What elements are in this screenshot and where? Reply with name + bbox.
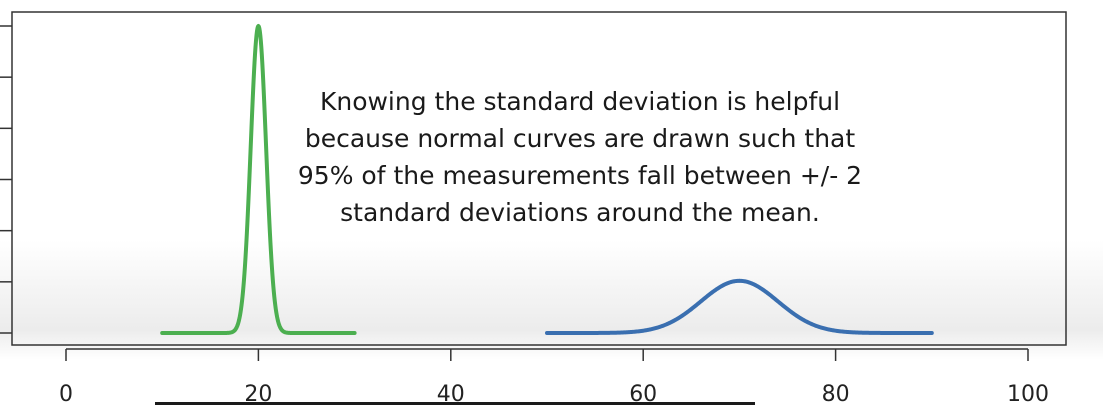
x-axis: 0 20 40 60 80 100 bbox=[59, 348, 1049, 406]
x-tick-label: 100 bbox=[1007, 382, 1049, 406]
annotation-line-1: Knowing the standard deviation is helpfu… bbox=[320, 87, 840, 116]
x-tick-label: 80 bbox=[822, 382, 850, 406]
x-tick-label: 0 bbox=[59, 382, 73, 406]
plot-frame bbox=[11, 11, 1067, 346]
y-axis-ticks bbox=[0, 25, 12, 334]
annotation-line-2: because normal curves are drawn such tha… bbox=[305, 124, 856, 153]
annotation-text-block: Knowing the standard deviation is helpfu… bbox=[298, 87, 862, 227]
x-axis-ticks: 0 20 40 60 80 100 bbox=[59, 349, 1049, 406]
series-curves bbox=[160, 24, 934, 335]
annotation-line-4: standard deviations around the mean. bbox=[340, 198, 820, 227]
wide-normal-curve bbox=[545, 278, 934, 335]
annotation-line-3: 95% of the measurements fall between +/-… bbox=[298, 161, 862, 190]
narrow-normal-curve bbox=[160, 24, 357, 335]
bottom-rule bbox=[155, 402, 755, 405]
